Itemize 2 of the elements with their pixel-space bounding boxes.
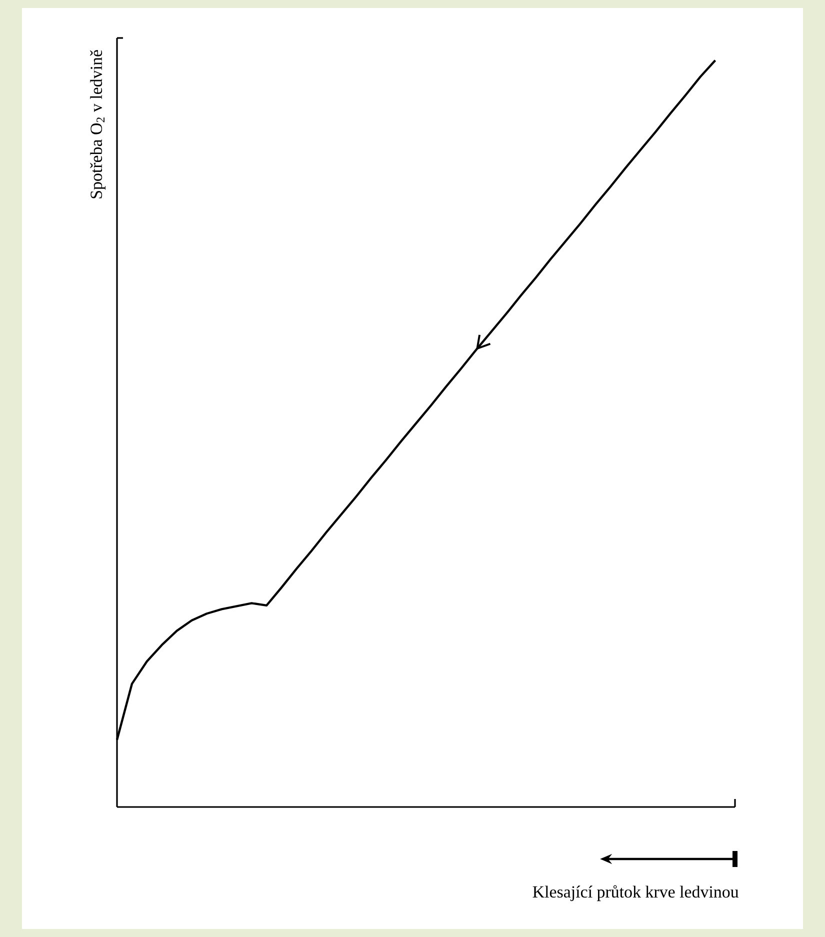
y-axis-title: Spotřeba O$_{2}$ v ledvině [90, 50, 106, 198]
x-axis-title: Klesající průtok krve ledvinou [532, 885, 739, 902]
